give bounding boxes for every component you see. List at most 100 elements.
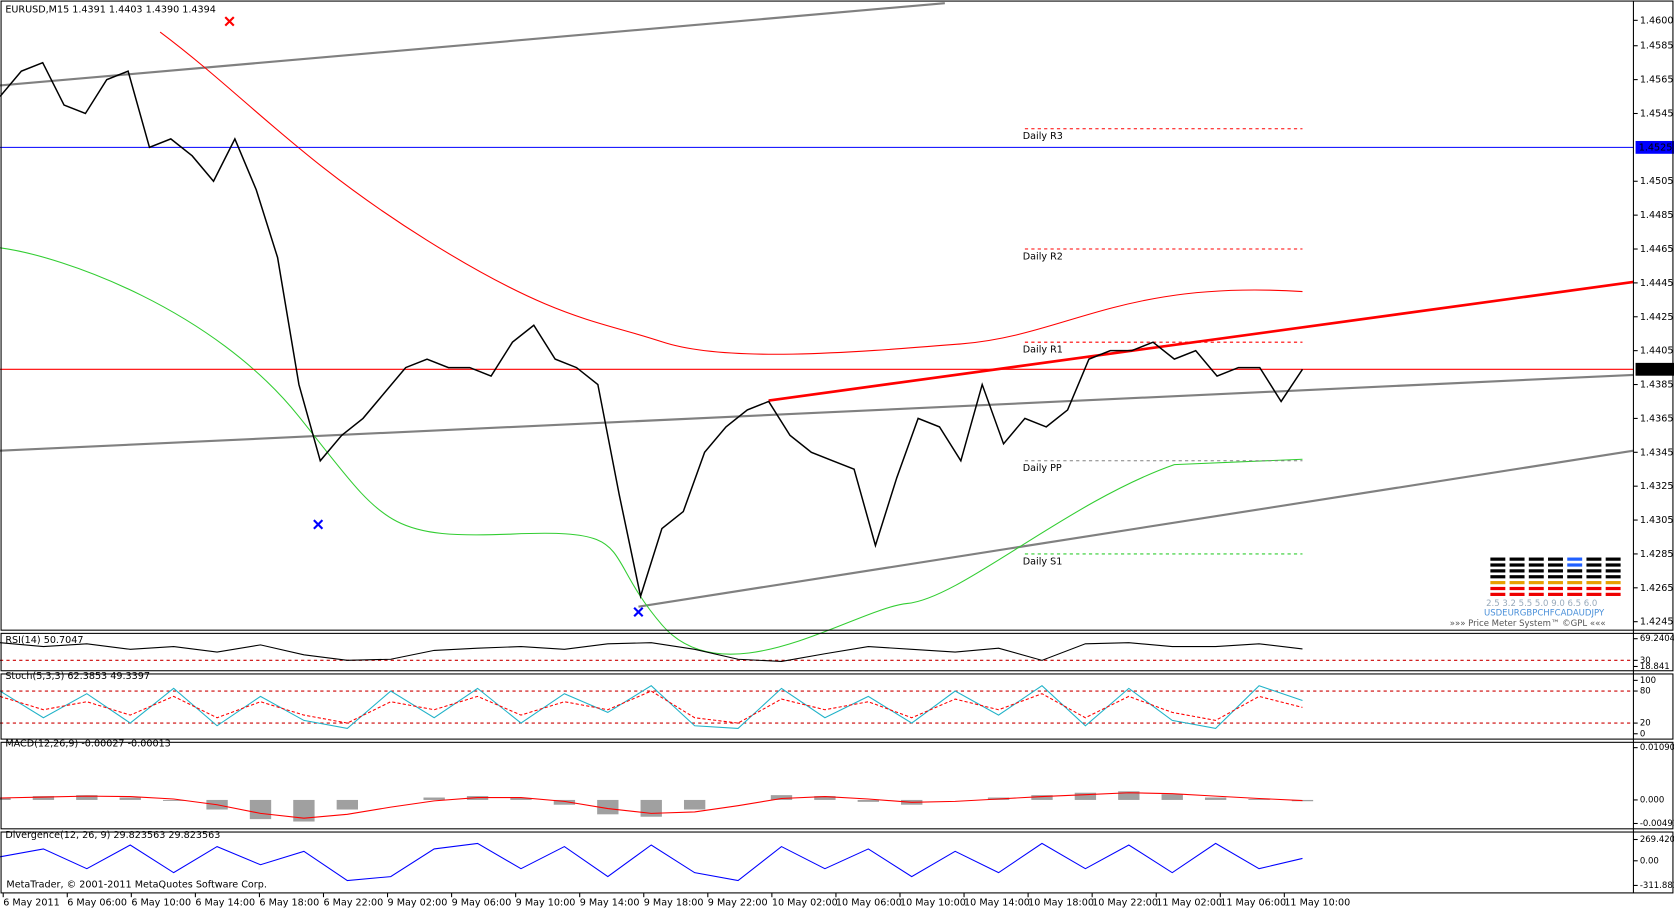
meter-cell	[1586, 569, 1602, 573]
histogram-bar	[0, 797, 11, 800]
y-tick-label: 1.4425	[1640, 312, 1674, 323]
meter-cell	[1490, 563, 1506, 567]
meter-cell	[1586, 581, 1602, 585]
meter-cell	[1490, 557, 1506, 561]
meter-currencies: USDEURGBPCHFCADAUDJPY	[1484, 609, 1605, 619]
meter-cell	[1528, 557, 1544, 561]
meter-cell	[1567, 581, 1583, 585]
meter-values: 2.5 3.2 5.5 5.0 9.0 6.5 6.0	[1486, 599, 1597, 609]
y-tick-label: 100	[1640, 676, 1656, 686]
y-tick-label: 1.4600	[1640, 15, 1674, 26]
copyright: MetaTrader, © 2001-2011 MetaQuotes Softw…	[6, 879, 267, 890]
x-tick-label: 6 May 10:00	[131, 898, 191, 909]
x-tick-label: 11 May 06:00	[1220, 898, 1286, 909]
meter-cell	[1548, 563, 1563, 567]
x-tick-label: 6 May 22:00	[323, 898, 383, 909]
x-tick-label: 6 May 06:00	[67, 898, 127, 909]
y-tick-label: 1.4365	[1640, 413, 1674, 424]
moving-average	[0, 247, 1303, 655]
indicator-line	[0, 685, 1303, 730]
x-tick-label: 10 May 10:00	[900, 898, 966, 909]
meter-cell	[1548, 592, 1563, 596]
y-tick-label: 1.4245	[1640, 617, 1674, 628]
x-tick-label: 9 May 10:00	[516, 898, 576, 909]
y-tick-label: 69.2404	[1640, 634, 1674, 644]
histogram-bar	[1031, 795, 1053, 800]
y-tick-label: 18.841	[1640, 662, 1670, 672]
y-tick-label: 0.000	[1640, 795, 1664, 805]
histogram-bar	[423, 797, 445, 800]
meter-cell	[1509, 586, 1525, 591]
x-tick-label: 9 May 22:00	[708, 898, 768, 909]
histogram-bar	[510, 798, 532, 800]
indicator-title: Divergence(12, 26, 9) 29.823563 29.82356…	[5, 830, 220, 841]
trend-line	[0, 373, 1634, 452]
x-tick-label: 10 May 02:00	[772, 898, 838, 909]
meter-cell	[1586, 592, 1602, 596]
y-tick-label: 0	[1640, 729, 1645, 739]
y-tick-label: 1.4285	[1640, 549, 1674, 560]
x-tick-label: 9 May 06:00	[452, 898, 512, 909]
histogram-bar	[1248, 798, 1270, 800]
histogram-bar	[1074, 792, 1097, 800]
meter-cell	[1490, 581, 1506, 585]
meter-cell	[1605, 586, 1621, 591]
histogram-bar	[32, 796, 55, 800]
histogram-bar	[249, 799, 272, 820]
histogram-bar	[683, 799, 706, 810]
x-tick-label: 9 May 02:00	[388, 898, 448, 909]
y-tick-label: -0.00491	[1640, 819, 1674, 829]
meter-cell	[1490, 575, 1506, 579]
pivot-label: Daily S1	[1023, 556, 1063, 567]
histogram-bar	[336, 799, 359, 810]
histogram-bar	[857, 799, 879, 802]
histogram-bar	[293, 799, 315, 822]
meter-cell	[1567, 575, 1583, 579]
histogram-bar	[770, 795, 793, 800]
meter-cell	[1567, 569, 1583, 573]
meter-cell	[1605, 592, 1621, 596]
indicator-line	[0, 842, 1303, 882]
pivot-label: Daily R2	[1023, 251, 1063, 262]
x-tick-label: 9 May 14:00	[580, 898, 640, 909]
meter-cell	[1548, 581, 1563, 585]
x-tick-label: 6 May 18:00	[259, 898, 319, 909]
main-panel-frame	[0, 0, 1674, 631]
y-tick-label: -311.883	[1640, 881, 1674, 891]
trend-line	[768, 280, 1634, 402]
meter-cell	[1528, 569, 1544, 573]
stoch-panel-frame	[0, 673, 1674, 740]
meter-cell	[1509, 592, 1525, 596]
histogram-bar	[1118, 791, 1140, 800]
meter-cell	[1528, 581, 1544, 585]
meter-cell	[1509, 569, 1525, 573]
histogram-bar	[119, 797, 141, 800]
meter-cell	[1605, 575, 1621, 579]
indicator-title: MACD(12,26,9) -0.00027 -0.00013	[5, 738, 170, 749]
histogram-bar	[76, 795, 98, 800]
y-tick-label: 1.4565	[1640, 75, 1674, 86]
meter-cell	[1567, 557, 1583, 561]
y-tick-label: 1.4465	[1640, 244, 1674, 255]
meter-cell	[1548, 575, 1563, 579]
indicator-line	[0, 792, 1303, 819]
plot-layer: 6 May 2011 6 May 06:00 6 May 10:00 6 May 14…	[0, 15, 1674, 909]
meter-cell	[1509, 581, 1525, 585]
rsi-panel-frame	[0, 632, 1674, 672]
fractal-mark	[633, 606, 644, 618]
histogram-bar	[553, 799, 576, 805]
y-tick-label: 1.4445	[1640, 278, 1674, 289]
meter-cell	[1586, 586, 1602, 591]
trend-line	[638, 449, 1634, 608]
y-tick-label: 80	[1640, 687, 1651, 697]
meter-cell	[1586, 557, 1602, 561]
pivot-label: Daily R3	[1023, 131, 1063, 142]
histogram-bar	[1204, 797, 1227, 800]
meter-cell	[1548, 586, 1563, 591]
indicator-title: RSI(14) 50.7047	[5, 635, 83, 646]
y-tick-label: 1.4485	[1640, 210, 1674, 221]
meter-cell	[1509, 575, 1525, 579]
meter-cell	[1567, 563, 1583, 567]
y-tick-label: 0.00	[1640, 856, 1659, 866]
